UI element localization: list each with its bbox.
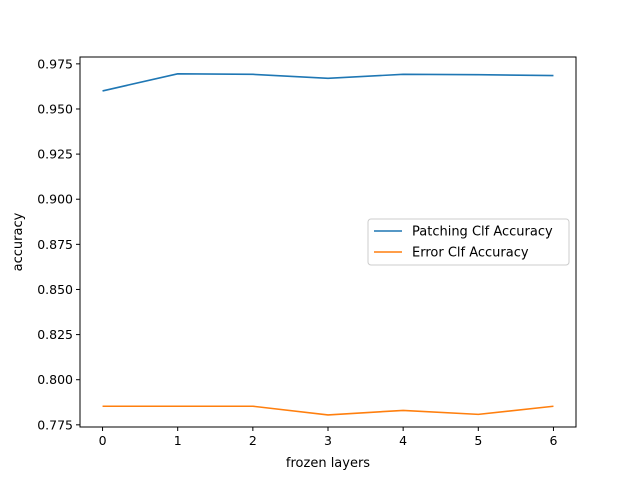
- x-tick-label: 2: [249, 433, 257, 448]
- y-axis: 0.775 0.800 0.825 0.850 0.875 0.900 0.925 0.950…: [37, 56, 80, 432]
- y-tick-label: 0.800: [37, 372, 73, 387]
- y-tick-label: 0.925: [37, 147, 73, 162]
- x-tick-label: 3: [324, 433, 332, 448]
- y-tick-label: 0.875: [37, 237, 73, 252]
- series-line-error-clf-accuracy: [102, 405, 554, 416]
- legend-box: [367, 218, 570, 266]
- y-tick-label: 0.850: [37, 282, 73, 297]
- y-axis-label: accuracy: [11, 212, 26, 271]
- series-line-patching-clf-accuracy: [102, 72, 554, 92]
- x-axis: 0 1 2 3 4 5 6: [99, 427, 557, 448]
- x-axis-label: frozen layers: [286, 456, 370, 471]
- x-tick-label: 4: [399, 433, 407, 448]
- series-lines: [102, 72, 554, 416]
- legend: Patching Clf Accuracy Error Clf Accuracy: [367, 218, 570, 266]
- legend-entry: Error Clf Accuracy: [412, 246, 529, 261]
- x-tick-label: 0: [99, 433, 107, 448]
- y-tick-label: 0.775: [37, 417, 73, 432]
- y-tick-label: 0.825: [37, 327, 73, 342]
- y-tick-label: 0.950: [37, 101, 73, 116]
- x-tick-label: 1: [174, 433, 182, 448]
- y-tick-label: 0.900: [37, 192, 73, 207]
- y-tick-label: 0.975: [37, 56, 73, 71]
- x-tick-label: 5: [474, 433, 482, 448]
- x-tick-label: 6: [549, 433, 557, 448]
- legend-entry: Patching Clf Accuracy: [412, 225, 553, 240]
